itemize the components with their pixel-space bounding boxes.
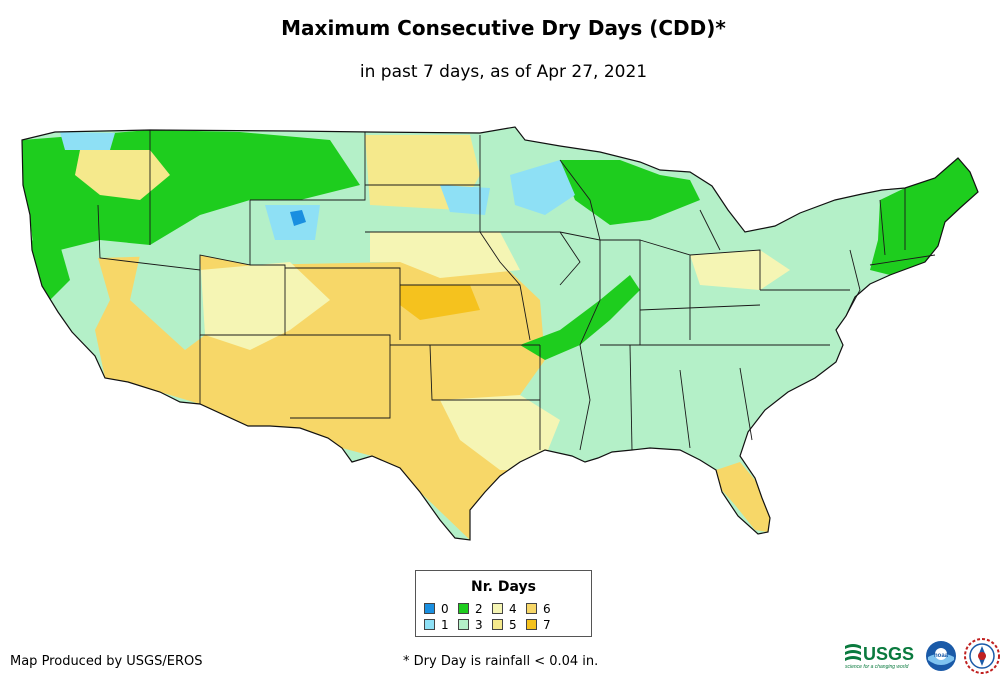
zone-california-coast: [30, 240, 70, 300]
zone-florida: [716, 462, 770, 532]
zone-kansas-seven: [400, 285, 480, 320]
state-boundaries: [97, 130, 936, 451]
legend-swatch-0: [424, 603, 435, 614]
nws-logo: [964, 638, 1000, 674]
legend-swatch-5: [492, 619, 503, 630]
map-credit: Map Produced by USGS/EROS: [10, 654, 203, 669]
zone-montana-yellow: [75, 150, 170, 200]
map-title: Maximum Consecutive Dry Days (CDD)*: [281, 16, 726, 40]
legend-label-1: 1: [441, 618, 449, 632]
usgs-logo-text: USGS: [863, 644, 914, 664]
dry-day-zones: [22, 130, 978, 540]
legend-label-4: 4: [509, 602, 517, 616]
zone-wyoming-blue: [265, 205, 320, 240]
zone-minnesota-blue: [510, 160, 575, 215]
legend-label-2: 2: [475, 602, 483, 616]
legend-label-0: 0: [441, 602, 449, 616]
zone-wyoming-zero: [290, 210, 306, 226]
usgs-tagline: science for a changing world: [845, 664, 909, 670]
zone-great-basin: [130, 255, 205, 350]
zone-dakota-blue: [440, 185, 490, 215]
zone-great-lakes: [560, 160, 700, 225]
legend-swatch-4: [492, 603, 503, 614]
legend-swatch-3: [458, 619, 469, 630]
zone-ohio-valley: [690, 250, 790, 290]
legend-swatch-2: [458, 603, 469, 614]
legend-title: Nr. Days: [471, 579, 536, 595]
zone-nebraska: [370, 232, 520, 278]
legend: Nr. Days 0 1 2 3 4 5 6 7: [415, 570, 592, 637]
legend-swatch-6: [526, 603, 537, 614]
noaa-logo: noaa: [926, 641, 956, 671]
legend-label-6: 6: [543, 602, 551, 616]
zone-mississippi-band: [520, 275, 640, 360]
zone-northeast: [870, 158, 978, 275]
legend-swatch-1: [424, 619, 435, 630]
usgs-logo: USGS science for a changing world: [845, 644, 914, 670]
legend-label-7: 7: [543, 618, 551, 632]
zone-central-plains: [200, 262, 330, 350]
dry-day-footnote: * Dry Day is rainfall < 0.04 in.: [403, 654, 599, 669]
legend-label-3: 3: [475, 618, 483, 632]
noaa-logo-text: noaa: [934, 653, 949, 659]
zone-eastern-us: [575, 240, 870, 470]
usgs-wave-icon: [845, 644, 861, 661]
legend-swatch-7: [526, 619, 537, 630]
legend-label-5: 5: [509, 618, 517, 632]
zone-texas-east: [440, 395, 560, 470]
zone-washington-blue: [60, 132, 115, 150]
map-subtitle: in past 7 days, as of Apr 27, 2021: [359, 62, 648, 82]
